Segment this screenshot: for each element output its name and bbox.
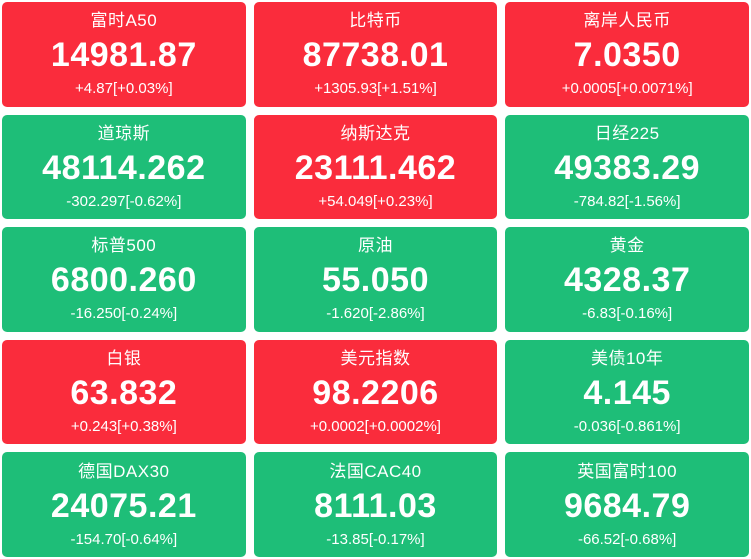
market-tile-9[interactable]: 黄金 4328.37 -6.83[-0.16%]: [505, 227, 749, 332]
market-tile-2[interactable]: 比特币 87738.01 +1305.93[+1.51%]: [253, 2, 498, 107]
market-change-value: +1305.93[+1.51%]: [314, 80, 437, 98]
market-tile-5[interactable]: 纳斯达克 23111.462 +54.049[+0.23%]: [253, 114, 498, 220]
market-price-value: 63.832: [70, 374, 178, 413]
market-price-value: 7.0350: [573, 36, 681, 75]
market-change-value: +0.0005[+0.0071%]: [561, 80, 693, 98]
market-price-value: 8111.03: [314, 486, 437, 525]
market-change-value: -66.52[-0.68%]: [577, 530, 677, 548]
market-change-value: -6.83[-0.16%]: [582, 305, 673, 323]
market-tile-6[interactable]: 日经225 49383.29 -784.82[-1.56%]: [505, 114, 749, 220]
market-tile-11[interactable]: 美元指数 98.2206 +0.0002[+0.0002%]: [253, 339, 498, 445]
market-name: 比特币: [349, 11, 402, 31]
market-price-value: 87738.01: [302, 36, 449, 75]
market-name: 日经225: [594, 123, 660, 143]
market-tile-12[interactable]: 美债10年 4.145 -0.036[-0.861%]: [505, 339, 749, 445]
market-name: 离岸人民币: [583, 11, 671, 31]
market-tile-4[interactable]: 道琼斯 48114.262 -302.297[-0.62%]: [2, 114, 246, 220]
market-price-value: 9684.79: [563, 486, 691, 525]
market-price-value: 6800.260: [50, 261, 197, 300]
market-tile-15[interactable]: 英国富时100 9684.79 -66.52[-0.68%]: [505, 452, 749, 557]
market-change-value: +4.87[+0.03%]: [75, 80, 173, 98]
market-price-value: 24075.21: [50, 486, 197, 525]
market-price-value: 55.050: [321, 261, 429, 300]
market-name: 英国富时100: [577, 461, 678, 481]
market-price-value: 4.145: [583, 374, 671, 413]
market-change-value: +0.0002[+0.0002%]: [310, 418, 441, 436]
market-name: 法国CAC40: [329, 461, 422, 481]
market-price-value: 23111.462: [294, 148, 457, 187]
market-tile-13[interactable]: 德国DAX30 24075.21 -154.70[-0.64%]: [2, 452, 246, 557]
market-change-value: -154.70[-0.64%]: [70, 530, 178, 548]
market-price-value: 4328.37: [563, 261, 691, 300]
market-name: 富时A50: [90, 11, 158, 31]
market-tile-3[interactable]: 离岸人民币 7.0350 +0.0005[+0.0071%]: [505, 2, 749, 107]
market-change-value: -1.620[-2.86%]: [326, 305, 425, 323]
market-tile-1[interactable]: 富时A50 14981.87 +4.87[+0.03%]: [2, 2, 246, 107]
market-tile-7[interactable]: 标普500 6800.260 -16.250[-0.24%]: [2, 227, 246, 332]
market-name: 白银: [106, 349, 142, 369]
market-name: 纳斯达克: [340, 123, 411, 143]
market-name: 标普500: [91, 236, 157, 256]
market-change-value: -16.250[-0.24%]: [70, 305, 178, 323]
market-change-value: +54.049[+0.23%]: [318, 192, 433, 210]
market-name: 道琼斯: [97, 123, 151, 143]
market-change-value: -0.036[-0.861%]: [573, 418, 681, 436]
market-price-value: 98.2206: [312, 374, 439, 413]
market-change-value: +0.243[+0.38%]: [70, 418, 177, 436]
market-name: 美元指数: [340, 349, 411, 369]
market-name: 德国DAX30: [78, 461, 170, 481]
market-name: 黄金: [609, 236, 645, 256]
market-tile-8[interactable]: 原油 55.050 -1.620[-2.86%]: [253, 227, 498, 332]
market-tile-10[interactable]: 白银 63.832 +0.243[+0.38%]: [2, 339, 246, 445]
market-price-value: 49383.29: [554, 148, 701, 187]
market-change-value: -302.297[-0.62%]: [66, 192, 182, 210]
market-name: 美债10年: [590, 349, 664, 369]
market-change-value: -13.85[-0.17%]: [326, 530, 425, 548]
market-name: 原油: [357, 236, 393, 256]
market-change-value: -784.82[-1.56%]: [573, 192, 681, 210]
market-price-value: 14981.87: [50, 36, 197, 75]
market-price-value: 48114.262: [42, 148, 206, 187]
market-tile-14[interactable]: 法国CAC40 8111.03 -13.85[-0.17%]: [253, 452, 498, 557]
